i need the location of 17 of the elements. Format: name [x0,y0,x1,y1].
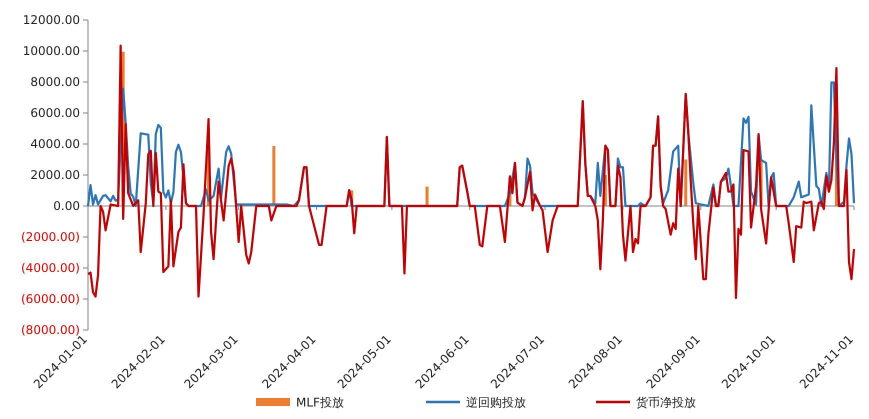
y-tick-label: 8000.00 [30,75,80,90]
legend-label: MLF投放 [296,396,344,410]
bar [426,186,429,206]
y-tick-label: 2000.00 [30,168,80,182]
y-tick-label: (6000.00) [21,292,80,306]
line-series [86,44,856,300]
y-tick-label: 0.00 [53,199,80,214]
y-tick-label: 10000.00 [22,44,80,58]
y-tick-label: (2000.00) [21,230,80,244]
legend-label: 货币净投放 [636,396,696,410]
legend-label: 逆回购投放 [466,396,526,410]
y-tick-label: (4000.00) [21,261,80,276]
y-tick-label: 6000.00 [30,106,80,120]
bar [684,160,688,206]
y-tick-label: 4000.00 [30,137,80,152]
y-tick-label: 12000.00 [22,13,80,28]
y-tick-label: (8000.00) [21,323,80,338]
